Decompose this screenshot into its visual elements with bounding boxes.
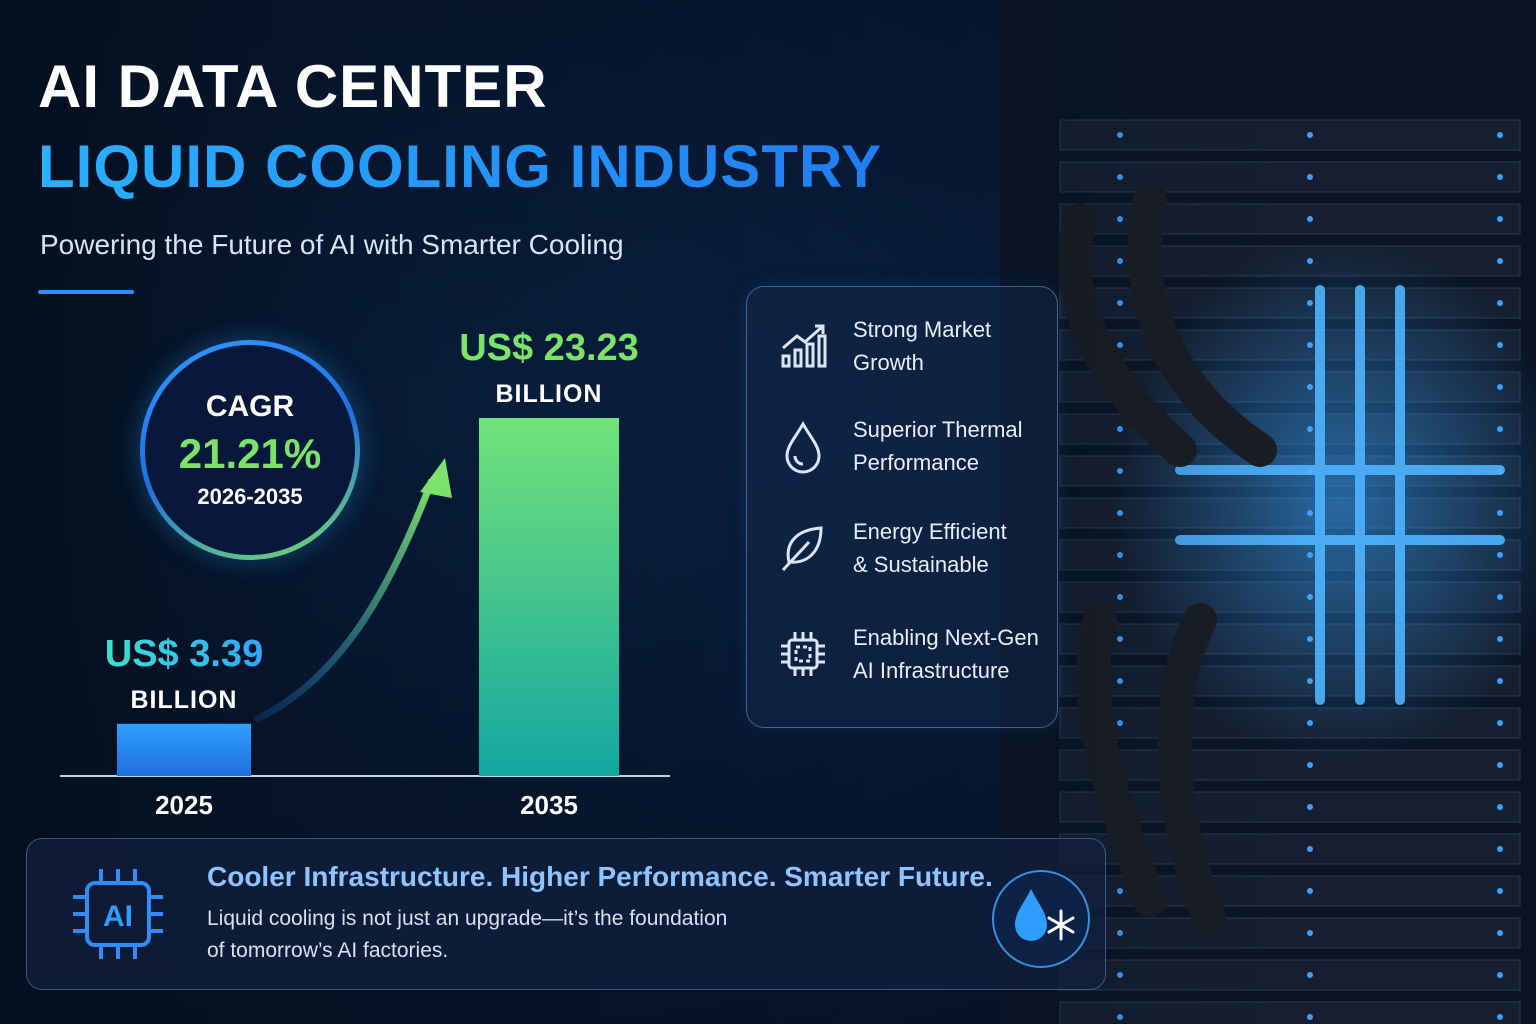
- rack-led: [1307, 888, 1313, 894]
- subtitle: Powering the Future of AI with Smarter C…: [40, 229, 624, 260]
- rack-led: [1307, 174, 1313, 180]
- rack-led: [1497, 972, 1503, 978]
- data-label-unit: BILLION: [131, 686, 238, 714]
- title-line2: LIQUID COOLING INDUSTRY: [38, 133, 883, 200]
- bottom-banner: AI Cooler Infrastructure. Higher Perform…: [26, 838, 1106, 990]
- feature-item-ai-infrastructure: Enabling Next-Gen AI Infrastructure: [775, 621, 1055, 687]
- water-drop-icon: [785, 420, 821, 474]
- rack-led: [1497, 888, 1503, 894]
- growth-arrow-head: [420, 458, 452, 498]
- x-tick-label: 2035: [520, 790, 578, 820]
- rack-led: [1497, 132, 1503, 138]
- growth-chart-icon: [781, 324, 827, 368]
- feature-text-line2: AI Infrastructure: [853, 658, 1010, 683]
- feature-text-line1: Energy Efficient: [853, 519, 1007, 544]
- rack-led: [1497, 930, 1503, 936]
- rack-led: [1497, 720, 1503, 726]
- rack-led: [1497, 762, 1503, 768]
- rack-led: [1307, 762, 1313, 768]
- data-label-unit: BILLION: [496, 380, 603, 408]
- feature-text-line1: Superior Thermal: [853, 417, 1023, 442]
- cagr-label: CAGR: [205, 390, 295, 423]
- data-label-amount: US$ 3.39: [105, 633, 263, 675]
- rack-led: [1497, 258, 1503, 264]
- rack-led: [1307, 1014, 1313, 1020]
- rack-led: [1307, 930, 1313, 936]
- water-snowflake-icon: [992, 870, 1090, 968]
- rack-led: [1307, 972, 1313, 978]
- bottom-body-line2: of tomorrow’s AI factories.: [207, 939, 449, 962]
- feature-text-line1: Strong Market: [853, 317, 992, 342]
- growth-arrow: [253, 478, 436, 724]
- rack-led: [1497, 174, 1503, 180]
- bar-2025: [117, 723, 251, 776]
- cagr-value: 21.21%: [178, 430, 322, 477]
- ai-chip-icon: AI: [73, 869, 163, 959]
- chip-icon: [781, 632, 825, 676]
- bottom-headline: Cooler Infrastructure. Higher Performanc…: [207, 861, 993, 892]
- rack-led: [1497, 216, 1503, 222]
- feature-text-line2: Performance: [853, 450, 979, 475]
- rack-led: [1307, 846, 1313, 852]
- feature-item-market-growth: Strong Market Growth: [775, 313, 1055, 379]
- features-panel: Strong Market Growth Superior Thermal Perf…: [746, 286, 1058, 728]
- ai-chip-label: AI: [103, 900, 133, 933]
- feature-item-thermal: Superior Thermal Performance: [775, 413, 1055, 479]
- title-line1: AI DATA CENTER: [38, 53, 548, 120]
- rack-led: [1497, 300, 1503, 306]
- data-label-amount: US$ 23.23: [459, 327, 639, 369]
- cagr-period: 2026-2035: [197, 484, 303, 509]
- cagr-badge: CAGR 21.21% 2026-2035: [140, 340, 360, 560]
- rack-led: [1497, 804, 1503, 810]
- feature-item-sustainable: Energy Efficient & Sustainable: [775, 515, 1055, 581]
- x-tick-label: 2025: [155, 790, 213, 820]
- market-size-bar-chart: 2025 US$ 3.39 BILLION 2035 US$ 23.23 BILLION: [60, 327, 670, 820]
- feature-text-line1: Enabling Next-Gen: [853, 625, 1039, 650]
- bottom-body-line1: Liquid cooling is not just an upgrade—it…: [207, 907, 728, 930]
- rack-led: [1497, 1014, 1503, 1020]
- feature-text-line2: & Sustainable: [853, 552, 989, 577]
- rack-led: [1307, 216, 1313, 222]
- accent-divider: [38, 290, 134, 294]
- leaf-icon: [781, 526, 823, 572]
- bottom-body: Liquid cooling is not just an upgrade—it…: [207, 903, 787, 967]
- feature-text-line2: Growth: [853, 350, 924, 375]
- bar-2035: [479, 418, 619, 776]
- rack-led: [1307, 132, 1313, 138]
- rack-led: [1307, 804, 1313, 810]
- rack-led: [1497, 846, 1503, 852]
